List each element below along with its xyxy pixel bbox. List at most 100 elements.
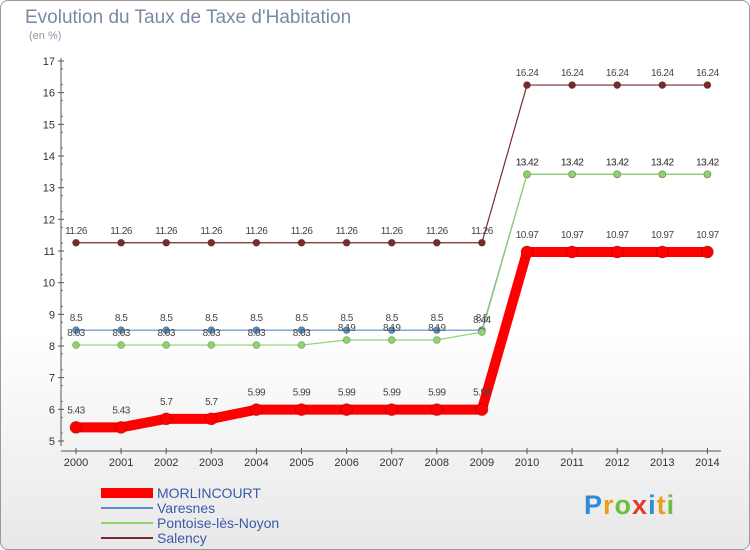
data-point-salency bbox=[658, 81, 667, 89]
data-point-varesnes bbox=[117, 326, 125, 335]
data-point-salency bbox=[117, 238, 125, 247]
data-point-salency bbox=[523, 81, 531, 89]
legend-label-salency: Salency bbox=[157, 530, 207, 546]
data-point-morlincourt bbox=[701, 245, 714, 259]
data-label-pontoise-l-s-noyon: 13.42 bbox=[516, 157, 539, 168]
data-label-salency: 11.26 bbox=[471, 226, 494, 237]
data-label-morlincourt: 10.97 bbox=[651, 230, 674, 241]
axes: 5 6 7 8 9 10 11 12 13 14 15 16 17 2000 2001 2002 2003 200… bbox=[43, 56, 721, 469]
data-point-pontoise-l-s-noyon bbox=[703, 170, 712, 179]
y-tick-label: 5 bbox=[49, 436, 55, 448]
logo-letter: x bbox=[632, 490, 649, 520]
data-point-varesnes bbox=[207, 326, 216, 335]
data-label-morlincourt: 10.97 bbox=[606, 230, 629, 241]
x-tick-label: 2000 bbox=[64, 457, 88, 469]
data-label-morlincourt: 5.7 bbox=[205, 397, 218, 408]
data-label-pontoise-l-s-noyon: 8.03 bbox=[157, 328, 175, 339]
data-label-salency: 11.26 bbox=[426, 226, 449, 237]
data-point-salency bbox=[432, 238, 441, 247]
y-tick-label: 16 bbox=[43, 88, 55, 100]
data-label-varesnes: 8.5 bbox=[115, 313, 128, 324]
data-label-salency: 16.24 bbox=[651, 68, 674, 79]
data-label-varesnes: 8.5 bbox=[250, 313, 263, 324]
data-label-pontoise-l-s-noyon: 8.19 bbox=[383, 323, 401, 334]
data-label-salency: 11.26 bbox=[336, 226, 359, 237]
data-point-pontoise-l-s-noyon bbox=[207, 341, 216, 349]
data-point-salency bbox=[568, 81, 576, 89]
data-point-pontoise-l-s-noyon bbox=[117, 341, 125, 349]
x-tick-label: 2011 bbox=[560, 457, 584, 469]
data-point-pontoise-l-s-noyon bbox=[72, 341, 80, 349]
data-point-morlincourt bbox=[475, 403, 489, 417]
y-tick-label: 8 bbox=[49, 341, 55, 353]
data-label-salency: 11.26 bbox=[246, 226, 269, 237]
data-point-salency bbox=[703, 81, 712, 89]
logo-letter: i bbox=[666, 490, 676, 520]
data-label-varesnes: 8.5 bbox=[295, 313, 308, 324]
data-label-morlincourt: 5.43 bbox=[112, 405, 130, 416]
logo-letter: o bbox=[614, 490, 633, 520]
data-label-varesnes: 8.5 bbox=[160, 313, 173, 324]
y-tick-label: 9 bbox=[49, 309, 55, 321]
data-point-pontoise-l-s-noyon bbox=[568, 170, 576, 179]
x-tick-label: 2014 bbox=[695, 457, 719, 469]
data-label-varesnes: 13.42 bbox=[516, 157, 539, 168]
data-label-varesnes: 13.42 bbox=[606, 157, 629, 168]
data-point-pontoise-l-s-noyon bbox=[297, 341, 306, 349]
chart-title: Evolution du Taux de Taxe d'Habitation bbox=[25, 7, 352, 28]
x-tick-label: 2001 bbox=[109, 457, 133, 469]
x-tick-label: 2013 bbox=[650, 457, 674, 469]
data-point-salency bbox=[252, 238, 261, 247]
data-label-pontoise-l-s-noyon: 13.42 bbox=[561, 157, 584, 168]
data-label-pontoise-l-s-noyon: 13.42 bbox=[606, 157, 629, 168]
data-label-pontoise-l-s-noyon: 8.03 bbox=[248, 328, 266, 339]
data-point-morlincourt bbox=[204, 412, 218, 426]
data-point-pontoise-l-s-noyon bbox=[523, 170, 531, 179]
x-tick-label: 2007 bbox=[379, 457, 403, 469]
data-label-pontoise-l-s-noyon: 8.44 bbox=[473, 315, 491, 326]
data-point-pontoise-l-s-noyon bbox=[162, 341, 171, 349]
data-point-salency bbox=[162, 238, 171, 247]
data-label-salency: 11.26 bbox=[155, 226, 178, 237]
data-point-salency bbox=[297, 238, 306, 247]
y-tick-label: 6 bbox=[49, 404, 55, 416]
data-point-morlincourt bbox=[249, 403, 263, 417]
data-point-pontoise-l-s-noyon bbox=[613, 170, 622, 179]
data-label-morlincourt: 10.97 bbox=[696, 230, 719, 241]
y-tick-label: 14 bbox=[43, 151, 55, 163]
data-label-salency: 11.26 bbox=[291, 226, 314, 237]
x-tick-label: 2003 bbox=[199, 457, 223, 469]
data-point-salency bbox=[72, 238, 80, 247]
data-point-morlincourt bbox=[565, 245, 579, 259]
data-label-pontoise-l-s-noyon: 8.03 bbox=[67, 328, 85, 339]
x-tick-label: 2008 bbox=[425, 457, 449, 469]
data-point-morlincourt bbox=[385, 403, 399, 417]
y-tick-label: 12 bbox=[43, 214, 55, 226]
data-label-morlincourt: 5.43 bbox=[67, 405, 85, 416]
data-label-morlincourt: 5.99 bbox=[338, 388, 356, 399]
data-label-morlincourt: 5.99 bbox=[473, 388, 491, 399]
data-label-morlincourt: 5.99 bbox=[293, 388, 311, 399]
legend-swatch-varesnes bbox=[101, 507, 153, 509]
data-label-morlincourt: 5.99 bbox=[248, 388, 266, 399]
data-point-morlincourt bbox=[295, 403, 308, 417]
data-label-pontoise-l-s-noyon: 8.03 bbox=[203, 328, 221, 339]
data-label-varesnes: 8.5 bbox=[340, 313, 353, 324]
data-label-morlincourt: 5.99 bbox=[428, 388, 446, 399]
proxiti-logo: Proxiti bbox=[584, 490, 675, 521]
x-tick-label: 2005 bbox=[289, 457, 313, 469]
data-point-varesnes bbox=[387, 326, 396, 335]
data-point-salency bbox=[207, 238, 216, 247]
y-tick-label: 7 bbox=[49, 373, 55, 385]
data-label-pontoise-l-s-noyon: 8.03 bbox=[112, 328, 130, 339]
data-point-pontoise-l-s-noyon bbox=[477, 328, 486, 336]
x-tick-label: 2006 bbox=[334, 457, 358, 469]
y-tick-label: 15 bbox=[43, 119, 55, 131]
logo-letter: t bbox=[656, 490, 667, 520]
data-point-varesnes bbox=[297, 326, 306, 335]
data-label-morlincourt: 10.97 bbox=[561, 230, 584, 241]
legend-label-varesnes: Varesnes bbox=[157, 500, 216, 516]
data-point-pontoise-l-s-noyon bbox=[342, 336, 351, 344]
